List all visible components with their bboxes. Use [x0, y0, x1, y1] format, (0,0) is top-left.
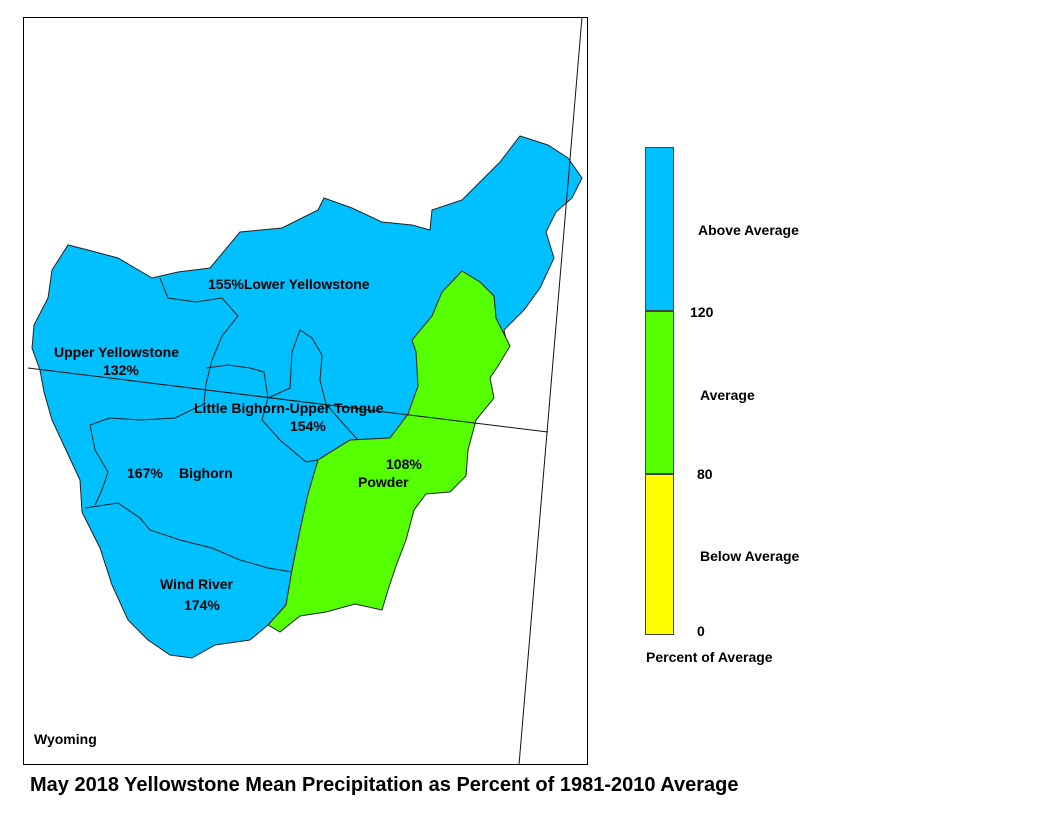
basin-label-lower-yellowstone: 155%Lower Yellowstone — [208, 276, 370, 292]
basin-label-powder-name: Powder — [358, 474, 409, 490]
basin-powder[interactable] — [267, 270, 511, 633]
basin-region-above-average[interactable] — [31, 135, 583, 659]
legend-break-0: 0 — [697, 623, 705, 639]
basin-label-upper-yellowstone-percent: 132% — [103, 362, 139, 378]
state-label: Wyoming — [34, 731, 97, 747]
basin-label-wind-river-percent: 174% — [184, 597, 220, 613]
basin-label-upper-yellowstone-name: Upper Yellowstone — [54, 344, 179, 360]
basin-label-little-bighorn-name: Little Bighorn-Upper Tongue — [194, 400, 384, 416]
basin-label-wind-river-name: Wind River — [160, 576, 233, 592]
legend-swatch-below-average — [645, 474, 674, 635]
legend-label-above-average: Above Average — [698, 222, 799, 238]
basin-label-little-bighorn-percent: 154% — [290, 418, 326, 434]
map-frame — [23, 17, 588, 765]
legend-swatch-above-average — [645, 147, 674, 311]
basin-label-bighorn-percent: 167% — [127, 465, 163, 481]
legend-swatch-average — [645, 311, 674, 474]
legend-caption: Percent of Average — [646, 649, 773, 665]
state-boundary-lines — [27, 16, 583, 766]
map-title: May 2018 Yellowstone Mean Precipitation … — [30, 774, 739, 796]
legend-break-80: 80 — [697, 466, 713, 482]
basin-boundaries — [84, 277, 359, 573]
legend-label-average: Average — [700, 387, 755, 403]
basin-label-powder-percent: 108% — [386, 456, 422, 472]
legend-break-120: 120 — [690, 304, 714, 320]
basin-label-bighorn-name: Bighorn — [179, 465, 233, 481]
legend-label-below-average: Below Average — [700, 548, 800, 564]
